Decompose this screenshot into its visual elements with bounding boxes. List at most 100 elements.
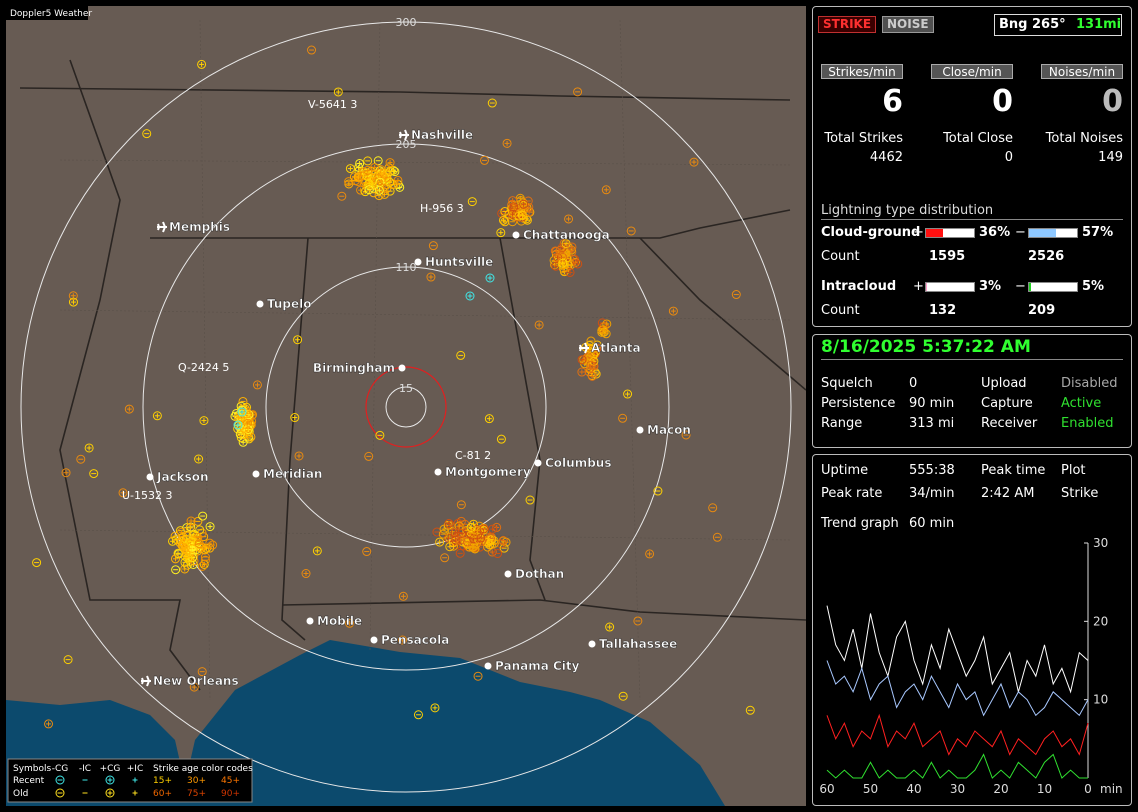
strike-symbol [601,185,611,195]
strike-symbol [577,355,587,365]
city-dot [146,473,154,481]
stat-text: 555:38 [909,463,955,478]
strike-ring [61,468,71,478]
strike-ring [124,404,134,414]
x-tick-label: 30 [950,782,965,796]
trend-line [826,660,1089,717]
city-label: Montgomery [445,465,531,479]
bar-fill [1029,229,1057,237]
divider [821,219,1123,220]
strike-ring [488,524,498,534]
strike-ring [467,197,477,207]
strike-ring [197,667,207,677]
strike-ring [197,59,207,69]
strike-ring [485,273,495,283]
count-label: Count [821,303,860,318]
strike-symbol [185,556,195,566]
strike-ring [456,529,466,539]
strike-ring [364,185,374,195]
strike-ring [186,516,196,526]
strike-ring [385,167,395,177]
count: 2526 [1028,249,1065,264]
strike-symbol [522,215,532,225]
strike-symbol [712,532,722,542]
strike-symbol [565,267,575,277]
strike-ring [498,536,508,546]
status-value: 90 min [909,396,955,411]
city-label: Tallahassee [599,637,677,651]
strike-ring [500,217,510,227]
panel [812,454,1132,806]
noise-button[interactable]: NOISE [882,16,934,33]
status-label: Range [821,416,863,431]
strike-ring [186,536,196,546]
airport-icon [157,221,167,233]
strike-symbol [564,214,574,224]
strike-ring [333,87,343,97]
strike-ring [200,552,210,562]
strike-ring [199,416,209,426]
strike-symbol [61,468,71,478]
strike-symbol [430,703,440,713]
strike-ring [653,486,663,496]
strike-symbol [623,389,633,399]
city-dot [252,470,260,478]
strike-symbol [198,511,208,521]
strike-ring [307,45,317,55]
strike-symbol [385,167,395,177]
strike-symbol [450,528,460,538]
strike-symbol [467,197,477,207]
strike-symbol [186,536,196,546]
strike-ring [397,635,407,645]
sign: − [1015,279,1026,294]
legend-age: 45+ [221,776,240,786]
strike-symbol [345,164,355,174]
strike-symbol [456,500,466,510]
stat-text: Uptime [821,463,869,478]
strike-ring [428,241,438,251]
legend-age: 30+ [187,776,206,786]
strike-ring [194,539,204,549]
strike-ring [170,554,180,564]
trend-line [826,753,1088,779]
strike-ring [577,367,587,377]
strike-symbol [731,290,741,300]
range-rings [20,21,792,793]
strike-symbol [180,564,190,574]
strike-ring [573,87,583,97]
city-label: Meridian [263,467,322,481]
legend-age-title: Strike age color codes [153,764,253,774]
strike-ring [469,528,479,538]
datetime: 8/16/2025 5:37:22 AM [821,337,1031,357]
strike-button[interactable]: STRIKE [818,16,877,33]
strike-symbol [174,549,184,559]
strike-symbol [466,522,476,532]
strike-ring [363,156,373,166]
range-label: 15 [399,382,413,395]
strike-ring [508,209,518,219]
strike-ring [517,210,527,220]
strike-ring [344,177,354,187]
bar-track [925,228,975,238]
strike-ring [565,267,575,277]
city-dot [512,231,520,239]
legend-title: Symbols [13,764,52,774]
strike-symbol [479,155,489,165]
strike-ring [522,215,532,225]
strike-symbol [586,360,596,370]
city-dot [398,364,406,372]
title-box [6,6,88,20]
strike-ring [290,413,300,423]
city-label: Pensacola [381,633,449,647]
stat-text: Strike [1061,486,1099,501]
strike-symbol [193,532,203,542]
status-value: 0 [909,376,918,391]
strike-ring [470,544,480,554]
strike-ring [413,710,423,720]
divider [821,359,1123,360]
strike-symbol [455,548,465,558]
strike-symbol [567,242,577,252]
strike-symbol [205,522,215,532]
strike-ring [487,98,497,108]
